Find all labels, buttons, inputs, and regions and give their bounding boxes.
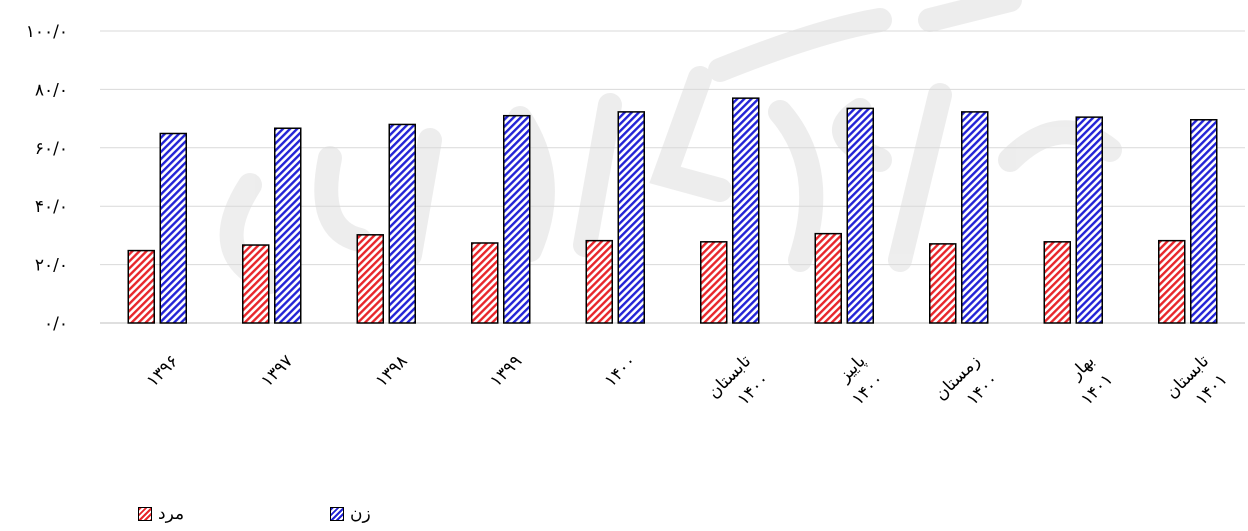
x-tick-label: ۱۴۰۰	[601, 351, 641, 391]
bar-female	[388, 123, 416, 324]
legend-item-male: مرد	[138, 504, 184, 524]
legend-swatch-male	[138, 507, 152, 521]
bar-male	[127, 249, 155, 324]
bar-female	[961, 111, 989, 324]
y-tick-label: ۲۰/۰	[35, 256, 68, 276]
x-tick-label: تابستان۱۴۰۱	[1162, 351, 1232, 421]
x-tick-label: ۱۳۹۹	[486, 351, 526, 391]
x-tick-label: ۱۳۹۸	[372, 351, 412, 391]
bar-female	[159, 132, 187, 324]
bar-female	[1190, 119, 1218, 324]
x-tick-label: ۱۳۹۷	[257, 351, 297, 391]
bar-male	[1043, 241, 1071, 324]
bar-female	[274, 127, 302, 324]
y-tick-label: ۰/۰	[44, 314, 68, 334]
bar-female	[617, 111, 645, 324]
legend-item-female: زن	[330, 504, 371, 524]
bar-male	[1158, 239, 1186, 324]
y-tick-label: ۶۰/۰	[35, 139, 68, 159]
x-tick-label: تابستان۱۴۰۰	[704, 351, 774, 421]
y-tick-label: ۸۰/۰	[35, 80, 68, 100]
bar-male	[471, 242, 499, 324]
bar-female	[1075, 116, 1103, 324]
bar-female	[732, 97, 760, 324]
bar-male	[585, 239, 613, 324]
y-tick-label: ۱۰۰/۰	[26, 22, 68, 42]
x-tick-label: پاییز۱۴۰۰	[830, 351, 889, 410]
bar-male	[814, 232, 842, 324]
bar-male	[700, 241, 728, 324]
x-tick-label: ۱۳۹۶	[143, 351, 183, 391]
legend-swatch-female	[330, 507, 344, 521]
bar-male	[929, 243, 957, 324]
x-tick-label: بهار۱۴۰۱	[1059, 351, 1117, 409]
bar-male	[242, 244, 270, 324]
y-tick-label: ۴۰/۰	[35, 197, 68, 217]
legend-label-male: مرد	[158, 504, 185, 524]
bar-female	[503, 114, 531, 324]
legend-label-female: زن	[350, 504, 371, 524]
x-tick-label: زمستان۱۴۰۰	[931, 351, 1003, 423]
bar-female	[846, 107, 874, 324]
bar-male	[356, 234, 384, 324]
